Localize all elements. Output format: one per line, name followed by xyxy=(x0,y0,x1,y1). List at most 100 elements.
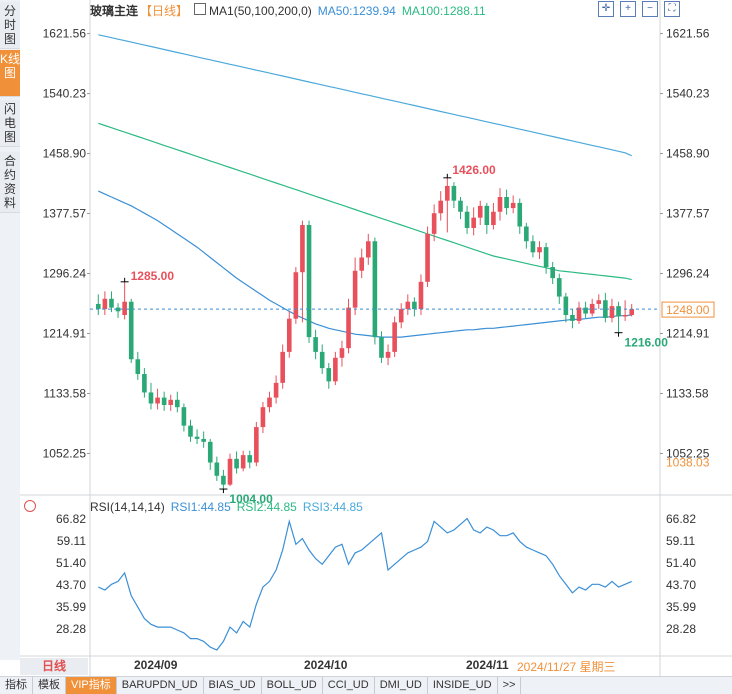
indicator-tab-bar: 指标 模板 VIP指标 BARUPDN_UD BIAS_UD BOLL_UD CCI_UD D… xyxy=(0,676,732,694)
candle xyxy=(333,351,338,386)
candle-body xyxy=(484,205,490,226)
rsi-tick-right: 28.28 xyxy=(666,622,696,636)
candle xyxy=(326,362,332,389)
candle-body xyxy=(142,374,147,393)
instrument-name: 玻璃主连 xyxy=(90,4,139,18)
candle-body xyxy=(168,399,174,405)
candle-body xyxy=(510,202,516,209)
candle-body xyxy=(372,241,378,338)
candle xyxy=(524,222,529,249)
candle-body xyxy=(247,455,253,463)
candle-body xyxy=(530,241,536,253)
side-tab-kline[interactable]: K线图 xyxy=(0,50,20,97)
candle-body xyxy=(148,392,154,404)
chart-header: 玻璃主连 【日线】 MA1(50,100,200,0) MA50:1239.94 MA1… xyxy=(90,2,492,18)
candle xyxy=(155,388,160,410)
side-tab-contract-info[interactable]: 合约资料 xyxy=(0,152,20,213)
candle-body xyxy=(207,441,213,463)
candle-body xyxy=(115,307,121,312)
candle xyxy=(445,177,450,233)
candle-body xyxy=(286,318,292,352)
candle xyxy=(267,391,272,413)
rsi2-value: RSI2:44.85 xyxy=(236,500,297,514)
candle xyxy=(497,188,503,221)
candle-body xyxy=(175,399,180,408)
candle-body xyxy=(405,301,411,310)
candle-body xyxy=(392,322,397,352)
rsi-header: RSI(14,14,14) RSI1:44.85 RSI2:44.85 RSI3:44… xyxy=(90,500,369,514)
candle-body xyxy=(418,281,424,310)
candle xyxy=(175,391,180,413)
candle xyxy=(570,309,575,329)
candle xyxy=(563,292,569,323)
x-label-sep: 2024/09 xyxy=(134,658,178,672)
y-tick-right: 1052.25 xyxy=(666,446,710,460)
zoom-out-icon[interactable]: − xyxy=(642,1,658,17)
candle xyxy=(405,294,411,315)
period-badge[interactable]: 日线 xyxy=(20,658,88,675)
side-tab-timeshare[interactable]: 分时图 xyxy=(0,2,20,49)
candle-body xyxy=(227,458,233,485)
candle xyxy=(431,204,437,242)
fullscreen-icon[interactable]: ⛶ xyxy=(664,1,680,17)
candle xyxy=(379,331,384,363)
candle xyxy=(543,242,549,274)
tab-dmi[interactable]: DMI_UD xyxy=(375,677,428,694)
candle-body xyxy=(596,300,602,304)
candle xyxy=(240,450,246,472)
candle-body xyxy=(609,306,615,318)
candle-body xyxy=(293,272,299,319)
zoom-in-icon[interactable]: + xyxy=(620,1,636,17)
candle xyxy=(629,303,635,317)
ma100-value: MA100:1288.11 xyxy=(401,4,486,18)
candle xyxy=(352,257,358,315)
candle-body xyxy=(570,315,575,321)
candle xyxy=(161,391,167,411)
y-tick-right: 1377.57 xyxy=(666,207,710,221)
ma-toggle-icon[interactable] xyxy=(194,3,207,15)
candle-body xyxy=(155,397,160,404)
candle-body xyxy=(583,307,588,314)
candle-body xyxy=(477,205,483,218)
candle xyxy=(471,207,476,236)
tab-indicator[interactable]: 指标 xyxy=(0,677,33,694)
tab-boll[interactable]: BOLL_UD xyxy=(262,677,323,694)
candle-body xyxy=(214,462,220,476)
candle-body xyxy=(438,200,444,214)
tab-more[interactable]: >> xyxy=(498,677,522,694)
candle-body xyxy=(616,306,621,317)
candle-body xyxy=(306,225,312,338)
rsi-settings-icon[interactable] xyxy=(24,500,36,512)
period-label[interactable]: 【日线】 xyxy=(140,4,189,18)
candle-body xyxy=(458,200,463,212)
side-tab-flash[interactable]: 闪电图 xyxy=(0,100,20,147)
tab-cci[interactable]: CCI_UD xyxy=(323,677,375,694)
current-price-tag-box xyxy=(661,301,715,318)
candle-body xyxy=(352,270,358,308)
candle xyxy=(201,431,206,448)
tab-vip-indicator[interactable]: VIP指标 xyxy=(66,677,117,694)
candle xyxy=(135,351,141,380)
tab-template[interactable]: 模板 xyxy=(33,677,66,694)
ma100-line xyxy=(98,122,632,281)
tab-bias[interactable]: BIAS_UD xyxy=(204,677,262,694)
candle-body xyxy=(234,458,239,469)
candle xyxy=(589,298,595,317)
crosshair-icon[interactable]: ✛ xyxy=(598,1,614,17)
candle-body xyxy=(365,241,371,258)
tab-inside[interactable]: INSIDE_UD xyxy=(428,677,498,694)
candle xyxy=(207,438,213,470)
y-tick-right: 1214.91 xyxy=(666,327,710,341)
candle xyxy=(484,202,490,234)
candle xyxy=(188,419,193,442)
tab-barupdn[interactable]: BARUPDN_UD xyxy=(117,677,204,694)
candle-body xyxy=(339,348,345,358)
candle xyxy=(280,344,285,389)
candle-body xyxy=(425,233,430,282)
y-tick-left: 1377.57 xyxy=(43,207,87,221)
rsi-tick-left: 35.99 xyxy=(56,600,86,614)
candle xyxy=(616,301,621,333)
candle xyxy=(603,292,608,323)
candle xyxy=(286,311,292,358)
